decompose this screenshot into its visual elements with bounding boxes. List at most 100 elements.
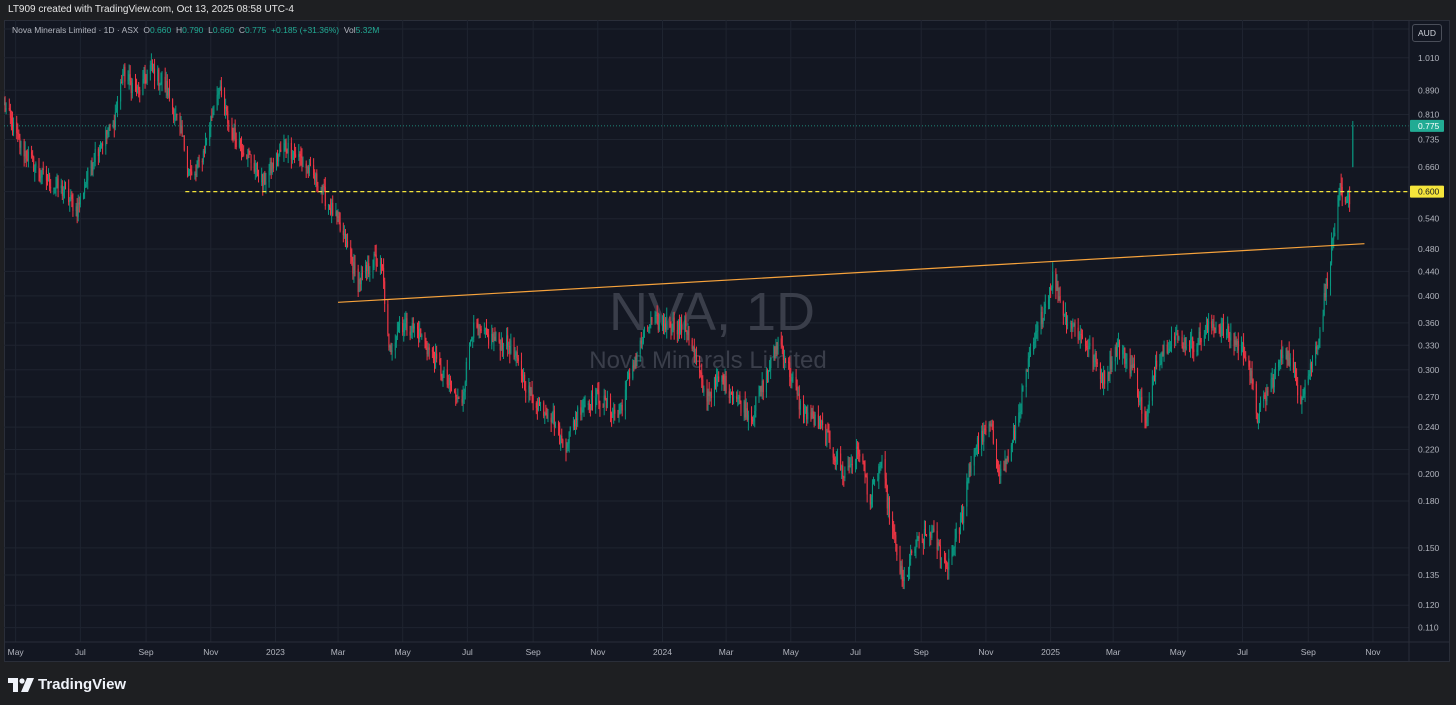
candle-body [618, 413, 620, 418]
candle-body [23, 141, 25, 157]
candle-body [1222, 322, 1224, 336]
candle-body [588, 403, 590, 410]
candle-body [1026, 369, 1028, 372]
candle-body [1161, 352, 1163, 361]
currency-button[interactable]: AUD [1412, 24, 1442, 42]
candle-body [1307, 375, 1309, 384]
candle-body [1144, 413, 1146, 422]
candle-body [629, 373, 631, 379]
candle-body [909, 559, 911, 570]
candle-body [1278, 361, 1280, 368]
candle-body [209, 127, 211, 140]
candle-body [1052, 271, 1054, 289]
candle-body [691, 339, 693, 349]
candle-body [1346, 197, 1348, 202]
candle-body [721, 375, 723, 382]
drawings[interactable] [4, 125, 1409, 303]
candle-body [142, 78, 144, 95]
time-tick-label: May [8, 647, 25, 657]
candle-body [367, 263, 369, 272]
candle-body [738, 395, 740, 399]
candle-body [351, 257, 353, 262]
candle-body [174, 117, 176, 120]
candle-body [354, 262, 356, 269]
candle-body [1160, 360, 1162, 364]
candle-body [1184, 337, 1186, 349]
candle-body [238, 140, 240, 147]
candle-body [1154, 375, 1156, 378]
price-axis[interactable]: 1.1301.0100.8900.8100.7350.6600.6000.540… [1418, 24, 1440, 633]
candle-body [463, 391, 465, 396]
candle-body [210, 116, 212, 128]
candle-body [143, 73, 145, 79]
candle-body [186, 150, 188, 170]
candle-body [1211, 321, 1213, 328]
candle-body [1115, 347, 1117, 356]
candle-body [68, 188, 70, 202]
candle-body [85, 184, 87, 188]
candle-body [231, 124, 233, 133]
candle-body [16, 122, 18, 134]
candle-body [531, 390, 533, 396]
candle-body [737, 398, 739, 400]
candle-body [469, 345, 471, 363]
candle-body [499, 342, 501, 351]
candle-body [589, 409, 591, 411]
candle-body [1117, 341, 1119, 344]
candle-body [114, 111, 116, 128]
tradingview-logo[interactable]: TradingView [8, 676, 126, 693]
candle-body [232, 132, 234, 141]
candle-body [575, 418, 577, 426]
candle-body [1036, 330, 1038, 332]
candle-body [923, 529, 925, 545]
candle-body [1257, 420, 1259, 423]
candle-body [1109, 356, 1111, 374]
candle-body [83, 193, 85, 196]
candle-body [1071, 323, 1073, 329]
price-tick-label: 0.240 [1418, 422, 1440, 432]
candle-body [814, 414, 816, 426]
candle-body [76, 206, 78, 217]
candle-body [331, 202, 333, 214]
candle-body [35, 163, 37, 167]
candle-body [495, 333, 497, 341]
candle-body [530, 390, 532, 396]
candle-body [1301, 399, 1303, 404]
candle-body [189, 169, 191, 171]
candle-body [959, 518, 961, 534]
candle-body [1093, 356, 1095, 363]
candle-body [483, 330, 485, 332]
candle-body [1116, 343, 1118, 356]
candle-body [375, 254, 377, 266]
candle-body [462, 395, 464, 403]
candle-body [337, 216, 339, 219]
candle-body [805, 406, 807, 408]
candle-body [294, 152, 296, 155]
price-tick-label: 0.735 [1418, 134, 1440, 144]
candle-body [1227, 326, 1229, 333]
candle-body [108, 124, 110, 132]
price-chart[interactable]: NVA, 1D Nova Minerals Limited 1.1301.010… [4, 20, 1450, 662]
candle-body [77, 202, 79, 217]
trendline[interactable] [337, 243, 1365, 303]
candle-body [1292, 357, 1294, 370]
candle-body [233, 128, 235, 141]
candle-body [507, 335, 509, 347]
candle-body [1248, 360, 1250, 367]
candle-body [1111, 361, 1113, 370]
candle-body [225, 106, 227, 109]
candle-body [1063, 314, 1065, 316]
candle-body [899, 555, 901, 573]
candle-body [680, 319, 682, 330]
candle-body [747, 415, 749, 421]
candle-body [196, 167, 198, 175]
candle-body [892, 519, 894, 529]
time-axis[interactable]: May Jul Sep Nov 2023 Mar May Jul Sep Nov 2024 Mar Ma… [8, 647, 1382, 657]
candle-body [1181, 337, 1183, 346]
candle-body [1243, 342, 1245, 356]
candle-body [651, 317, 653, 322]
candle-body [997, 459, 999, 468]
candle-body [1126, 358, 1128, 360]
candle-body [902, 576, 904, 581]
candle-body [1220, 325, 1222, 337]
